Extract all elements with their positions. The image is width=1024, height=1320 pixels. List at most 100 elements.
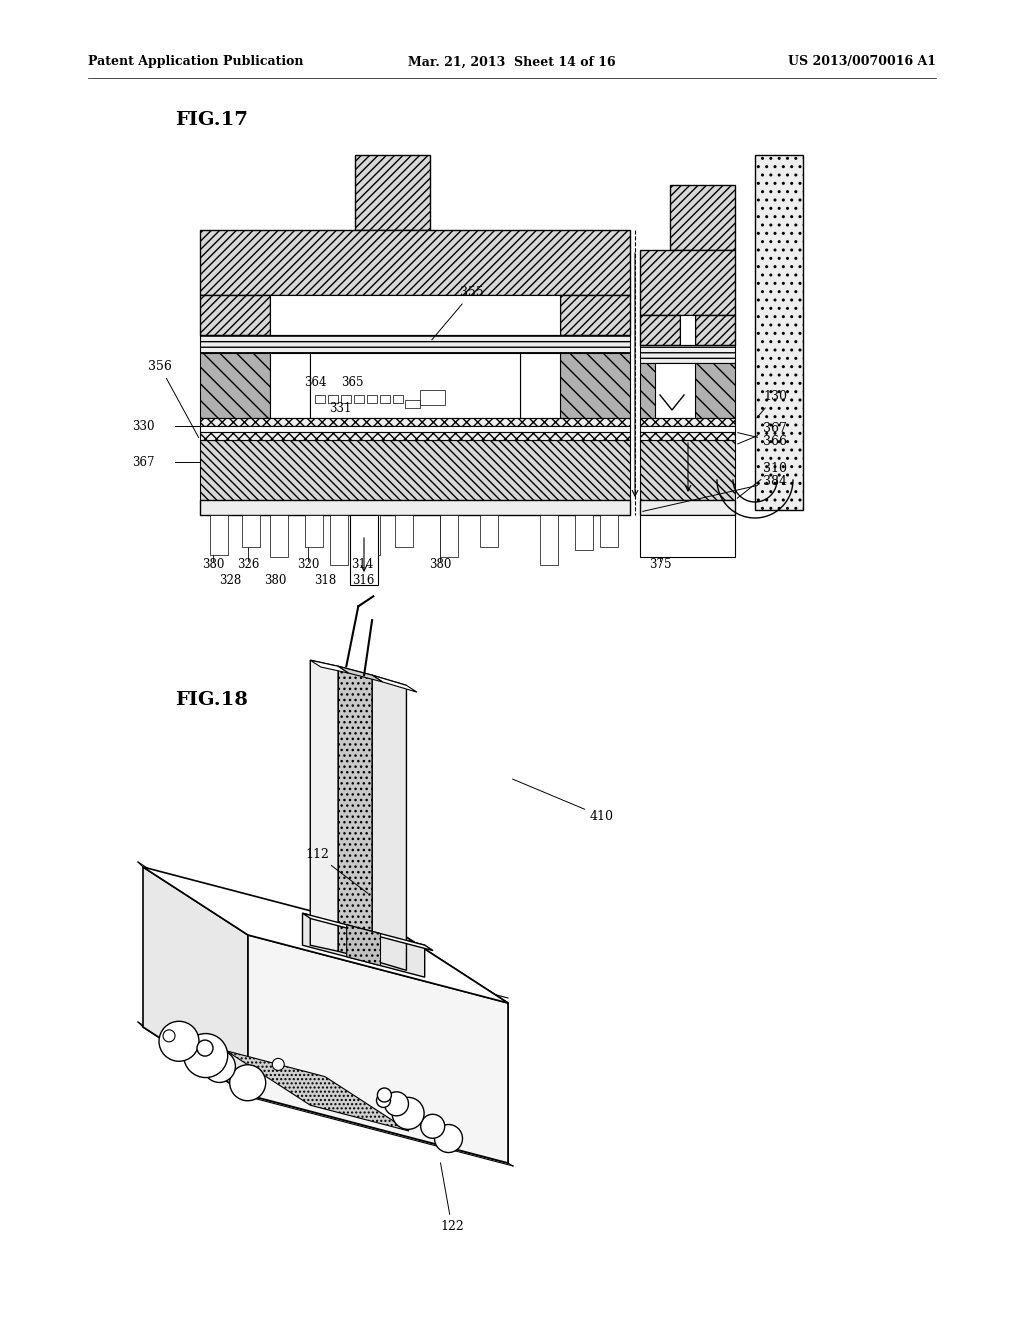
Text: 380: 380 <box>429 558 452 572</box>
Bar <box>600 515 618 546</box>
Bar <box>640 500 735 515</box>
Bar <box>406 400 420 408</box>
Bar <box>328 395 338 403</box>
Polygon shape <box>403 935 508 1163</box>
Bar <box>575 515 593 550</box>
Bar <box>640 432 735 440</box>
Polygon shape <box>338 667 372 960</box>
Text: 355: 355 <box>432 286 483 339</box>
Circle shape <box>183 1034 227 1077</box>
Bar <box>270 515 288 557</box>
Circle shape <box>229 1065 265 1101</box>
Polygon shape <box>143 867 508 1003</box>
Text: 310: 310 <box>737 462 787 498</box>
Polygon shape <box>143 1027 508 1163</box>
Bar <box>200 352 270 418</box>
Bar <box>200 500 630 515</box>
Bar <box>200 440 630 500</box>
Bar <box>310 352 520 418</box>
Text: Mar. 21, 2013  Sheet 14 of 16: Mar. 21, 2013 Sheet 14 of 16 <box>409 55 615 69</box>
Bar <box>695 315 735 345</box>
Bar <box>420 389 445 405</box>
Bar <box>560 294 630 335</box>
Text: 316: 316 <box>352 573 374 586</box>
Circle shape <box>272 1059 285 1071</box>
Bar <box>480 515 498 546</box>
Bar <box>200 230 630 294</box>
Bar <box>520 352 560 418</box>
Bar <box>367 395 377 403</box>
Bar <box>393 395 403 403</box>
Text: 367: 367 <box>737 422 786 444</box>
Circle shape <box>377 1093 390 1107</box>
Text: 326: 326 <box>237 558 259 572</box>
Circle shape <box>392 1097 424 1130</box>
Bar <box>200 426 630 432</box>
Bar <box>200 294 270 335</box>
Bar <box>362 515 380 554</box>
Circle shape <box>197 1040 213 1056</box>
Text: FIG.17: FIG.17 <box>175 111 248 129</box>
Bar <box>315 395 325 403</box>
Bar <box>440 515 458 557</box>
Bar <box>655 363 695 418</box>
Circle shape <box>384 1092 409 1115</box>
Polygon shape <box>143 867 248 1096</box>
Text: 367: 367 <box>132 455 155 469</box>
Bar <box>341 395 351 403</box>
Circle shape <box>159 1022 199 1061</box>
Text: 380: 380 <box>264 573 286 586</box>
Bar <box>210 515 228 554</box>
Bar <box>330 515 348 565</box>
Bar <box>350 515 378 585</box>
Bar <box>380 395 390 403</box>
Polygon shape <box>310 660 349 673</box>
Bar <box>640 418 735 426</box>
Bar <box>200 335 630 352</box>
Bar <box>640 363 680 418</box>
Bar <box>680 315 695 345</box>
Polygon shape <box>372 675 407 970</box>
Bar <box>305 515 323 546</box>
Text: 130: 130 <box>757 389 787 418</box>
Bar <box>755 154 803 510</box>
Circle shape <box>378 1088 391 1102</box>
Text: 331: 331 <box>329 401 351 414</box>
Bar <box>395 515 413 546</box>
Bar <box>640 249 735 315</box>
Bar <box>640 315 680 345</box>
Circle shape <box>204 1051 236 1082</box>
Polygon shape <box>372 675 417 692</box>
Text: FIG.18: FIG.18 <box>175 690 248 709</box>
Text: 380: 380 <box>202 558 224 572</box>
Text: 410: 410 <box>513 779 614 822</box>
Text: 375: 375 <box>649 558 672 572</box>
Bar <box>540 515 558 565</box>
Text: 330: 330 <box>132 420 155 433</box>
Text: Patent Application Publication: Patent Application Publication <box>88 55 303 69</box>
Bar <box>242 515 260 546</box>
Bar <box>270 352 310 418</box>
Polygon shape <box>310 660 338 952</box>
Bar <box>640 515 735 557</box>
Bar <box>640 426 735 432</box>
Text: 356: 356 <box>148 360 199 437</box>
Polygon shape <box>302 913 425 977</box>
Polygon shape <box>302 913 433 950</box>
Bar <box>695 363 735 418</box>
Text: 364: 364 <box>304 376 327 389</box>
Text: 366: 366 <box>737 433 787 447</box>
Circle shape <box>421 1114 444 1138</box>
Polygon shape <box>347 925 381 966</box>
Bar <box>270 294 560 335</box>
Bar <box>640 345 735 363</box>
Bar <box>560 352 630 418</box>
Bar <box>670 185 735 249</box>
Text: 314: 314 <box>351 558 373 572</box>
Bar <box>200 432 630 440</box>
Text: 318: 318 <box>314 573 336 586</box>
Text: 122: 122 <box>440 1163 464 1233</box>
Text: US 2013/0070016 A1: US 2013/0070016 A1 <box>788 55 936 69</box>
Bar <box>354 395 364 403</box>
Bar <box>200 418 630 426</box>
